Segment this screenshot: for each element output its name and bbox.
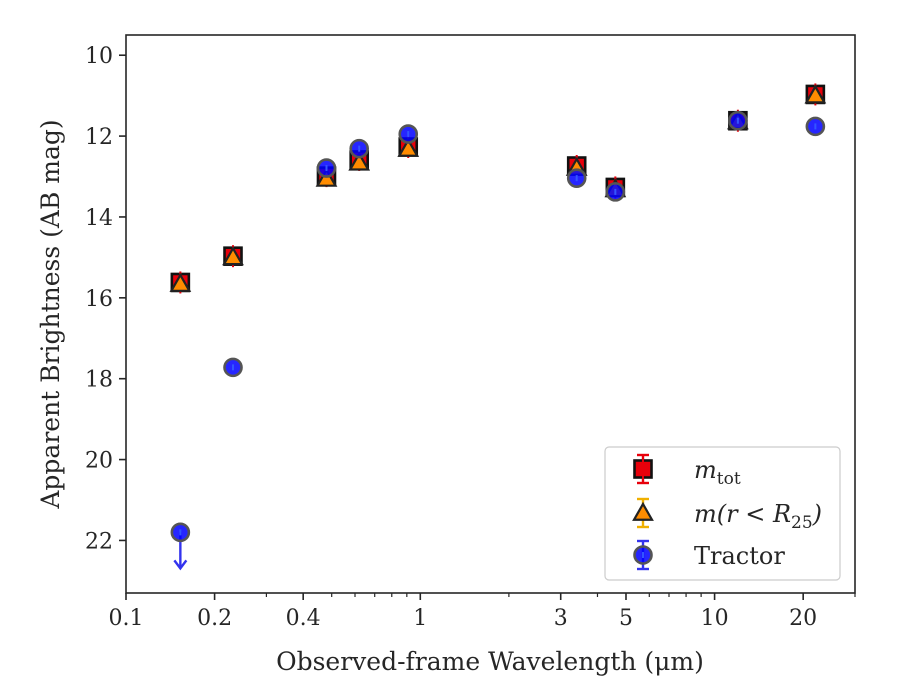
plot-frame	[125, 34, 856, 594]
x-tick-label: 10	[701, 606, 729, 631]
triangle-point	[804, 84, 827, 104]
x-tick-label: 1	[413, 606, 427, 631]
axis-ticks: 0.1 0.2 0.4 1 3 5 10 20 10 12 14 16 18 20 22	[85, 44, 856, 631]
data-marks	[169, 83, 827, 571]
y-tick-label: 18	[85, 368, 113, 393]
legend-label-close: )	[812, 500, 822, 528]
triangle-point	[397, 137, 420, 157]
y-tick-label: 16	[85, 287, 113, 312]
x-tick-label: 20	[789, 606, 817, 631]
x-tick-label: 0.2	[197, 606, 232, 631]
legend-label: Tractor	[694, 542, 785, 570]
triangle-point	[348, 151, 371, 171]
y-tick-label: 14	[85, 206, 113, 231]
y-tick-label: 12	[85, 125, 113, 150]
y-tick-label: 20	[85, 449, 113, 474]
x-tick-label: 0.1	[109, 606, 144, 631]
x-axis-label: Observed-frame Wavelength (μm)	[276, 647, 704, 676]
upper-limit-arrowhead	[173, 559, 188, 571]
series-circle	[170, 110, 826, 571]
legend-marker-triangle	[632, 501, 654, 521]
legend-label: mtot	[694, 456, 741, 489]
legend-label-main: Tractor	[694, 542, 785, 570]
legend-label: m(r < R25)	[694, 500, 822, 533]
legend-label-main: m	[694, 456, 717, 484]
x-tick-label: 5	[619, 606, 633, 631]
legend-label-main: m(r < R	[694, 500, 791, 528]
legend: mtot m(r < R25) Tractor	[604, 446, 841, 581]
x-tick-label: 0.4	[286, 606, 321, 631]
x-tick-label: 3	[554, 606, 568, 631]
legend-box	[604, 446, 841, 581]
legend-label-subscript: 25	[791, 513, 813, 533]
y-tick-label: 10	[85, 44, 113, 69]
triangle-point	[169, 272, 192, 292]
y-axis-label: Apparent Brightness (AB mag)	[36, 119, 65, 509]
triangle-point	[222, 246, 244, 266]
legend-label-subscript: tot	[717, 469, 741, 489]
y-tick-label: 22	[85, 529, 113, 554]
